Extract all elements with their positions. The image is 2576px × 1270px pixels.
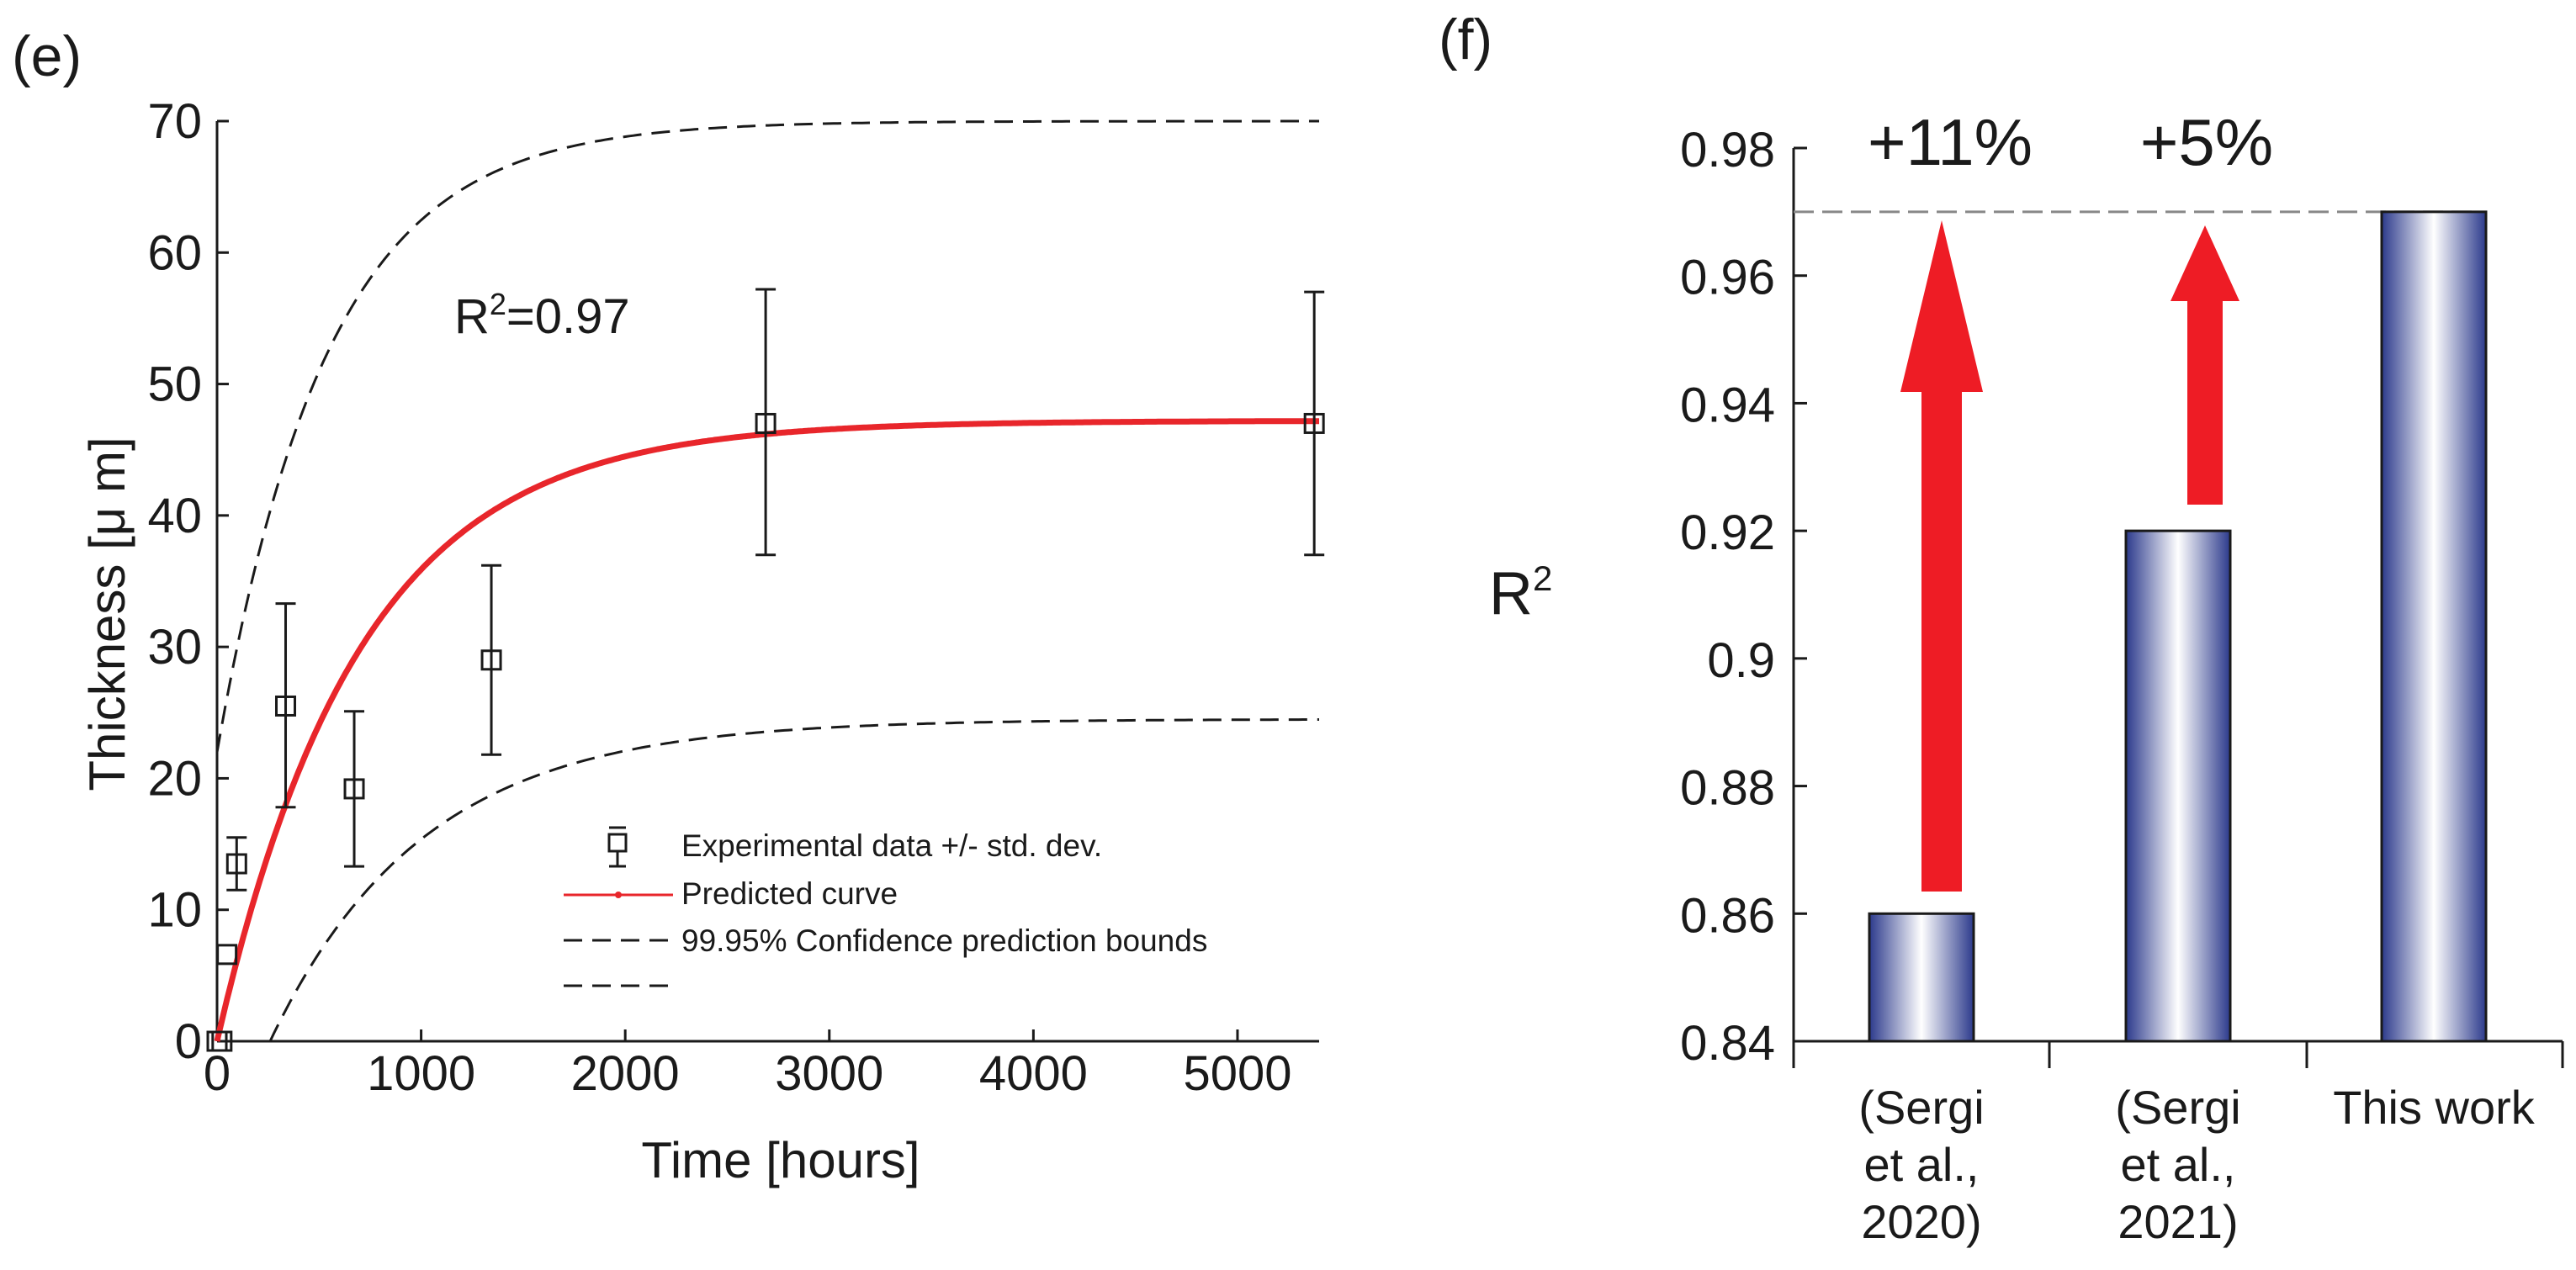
improvement-arrows (1900, 220, 2239, 892)
f-y-tick-label: 0.96 (1680, 251, 1775, 305)
category-label: This work (2333, 1081, 2536, 1134)
data-point (343, 778, 365, 800)
legend-predicted-marker (615, 892, 622, 898)
panel-f-label: (f) (1439, 8, 1492, 71)
f-y-tick-label: 0.86 (1680, 888, 1775, 943)
bar (2380, 210, 2488, 1043)
y-tick-label: 10 (147, 883, 202, 938)
category-label: (Sergi (2115, 1081, 2240, 1134)
data-point (216, 944, 238, 966)
legend: Experimental data +/- std. dev. Predicte… (564, 826, 1207, 987)
x-tick-label: 1000 (367, 1046, 475, 1101)
bar (1868, 912, 1975, 1043)
category-label: et al., (2121, 1138, 2236, 1191)
f-y-tick-label: 0.88 (1680, 761, 1775, 816)
arrow-2021 (2171, 225, 2239, 505)
x-tick-label: 5000 (1183, 1046, 1291, 1101)
improvement-label-2020: +11% (1868, 105, 2033, 179)
y-tick-label: 50 (147, 357, 202, 412)
x-axis-title: Time [hours] (641, 1132, 920, 1188)
data-point (1303, 412, 1325, 434)
legend-label-experimental: Experimental data +/- std. dev. (681, 828, 1102, 863)
x-tick-label: 3000 (775, 1046, 883, 1101)
y-tick-label: 20 (147, 751, 202, 806)
r2-annotation: R2=0.97 (454, 287, 630, 344)
data-point (225, 853, 247, 875)
category-label: 2021) (2118, 1195, 2238, 1248)
confidence-bounds (215, 119, 1319, 1042)
y-tick-label: 0 (175, 1014, 202, 1069)
x-tick-label: 4000 (979, 1046, 1088, 1101)
panel-e-axes: 0 1000 2000 3000 4000 5000 0 10 20 30 40 50 60 70 (147, 94, 1319, 1101)
f-y-tick-label: 0.98 (1680, 123, 1775, 177)
y-axis-title: Thickness [μ m] (79, 437, 135, 791)
panel-e-label: (e) (12, 24, 82, 88)
y-tick-label: 70 (147, 94, 202, 149)
data-point (480, 649, 502, 671)
bars (1868, 210, 2488, 1043)
panel-f: (f) 0.84 0.86 0.88 0.9 0.92 0.94 0.96 0.98 (Serg… (1439, 8, 2564, 1248)
f-y-tick-label: 0.94 (1680, 378, 1775, 432)
f-y-axis-title: R2 (1489, 558, 1552, 627)
data-point (755, 412, 777, 434)
arrow-2020 (1900, 220, 1983, 892)
panel-f-axes: 0.840.860.880.90.920.940.960.98(Sergiet … (1680, 123, 2564, 1248)
legend-square-marker (607, 833, 628, 853)
y-tick-label: 60 (147, 225, 202, 280)
x-tick-label: 0 (204, 1046, 231, 1101)
y-tick-label: 30 (147, 620, 202, 675)
legend-label-bounds: 99.95% Confidence prediction bounds (681, 923, 1207, 958)
f-y-tick-label: 0.92 (1680, 505, 1775, 560)
legend-label-predicted: Predicted curve (681, 876, 898, 911)
f-y-tick-label: 0.9 (1707, 633, 1775, 688)
improvement-label-2021: +5% (2140, 105, 2273, 179)
category-label: 2020) (1861, 1195, 1981, 1248)
upper-prediction-bound (215, 119, 1319, 753)
f-y-tick-label: 0.84 (1680, 1016, 1775, 1071)
data-point (211, 1030, 233, 1052)
category-label: et al., (1864, 1138, 1980, 1191)
experimental-points (206, 288, 1325, 1052)
x-tick-label: 2000 (571, 1046, 680, 1101)
panel-e: (e) 0 1000 2000 3000 4000 5000 0 10 20 30 40 50 60 70… (12, 24, 1325, 1188)
y-tick-label: 40 (147, 489, 202, 543)
category-label: (Sergi (1858, 1081, 1984, 1134)
bar (2124, 529, 2232, 1043)
data-point (275, 695, 297, 717)
